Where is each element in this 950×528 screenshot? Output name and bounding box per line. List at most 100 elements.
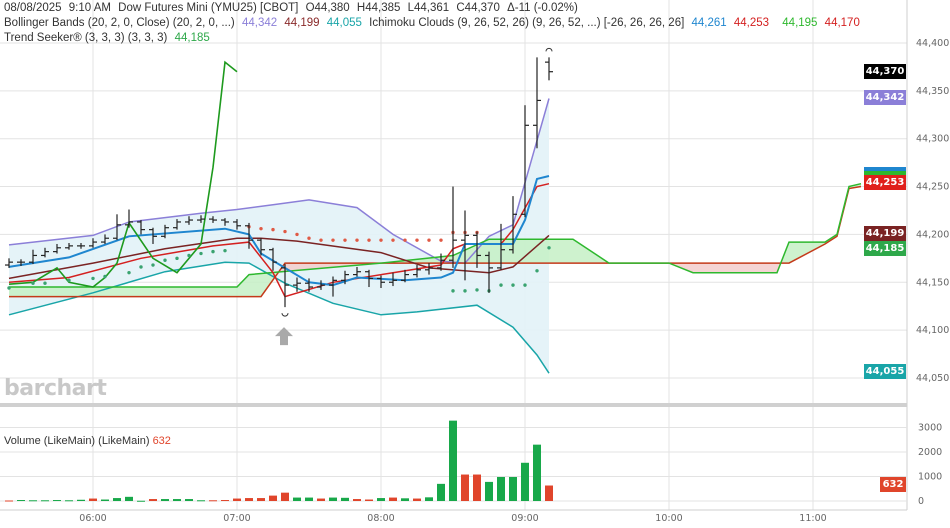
ichimoku-cloud-segment [501, 239, 507, 264]
volume-bar[interactable] [65, 500, 73, 502]
volume-bar[interactable] [545, 485, 553, 501]
ichimoku-cloud-segment [99, 287, 105, 297]
volume-bar[interactable] [269, 495, 277, 501]
ichimoku-cloud-segment [141, 287, 147, 297]
volume-bar[interactable] [5, 500, 13, 502]
trend-seeker-dot-down [391, 238, 395, 242]
bollinger-label[interactable]: Bollinger Bands (20, 2, 0, Close) (20, 2… [4, 17, 235, 29]
volume-bar[interactable] [125, 496, 133, 501]
price-tag-conversion-strip [864, 167, 906, 171]
trend-seeker-dot-up [499, 283, 503, 287]
volume-bar[interactable] [221, 500, 229, 502]
volume-bar[interactable] [29, 500, 37, 502]
ichimoku-cloud-segment [33, 287, 39, 297]
bollinger-upper-line [8, 98, 550, 264]
price-tag-last: 44,370 [864, 64, 906, 79]
time-axis-label: 06:00 [79, 513, 106, 524]
ichimoku-cloud-segment [711, 263, 717, 273]
volume-bar[interactable] [197, 500, 205, 502]
volume-bar[interactable] [329, 497, 337, 501]
volume-bar[interactable] [401, 498, 409, 501]
volume-bar[interactable] [497, 476, 505, 501]
trend-seeker-label[interactable]: Trend Seeker® (3, 3, 3) (3, 3, 3) [4, 32, 168, 44]
volume-bar[interactable] [173, 499, 181, 501]
ichimoku-cloud-segment [159, 287, 165, 297]
volume-bar[interactable] [257, 498, 265, 501]
ichimoku-cloud-segment [171, 287, 177, 297]
volume-bar[interactable] [533, 444, 541, 501]
volume-bar[interactable] [113, 498, 121, 501]
time-axis-label: 11:00 [799, 513, 826, 524]
ichimoku-cloud-segment [561, 239, 567, 264]
legend-change: Δ-11 (-0.02%) [507, 2, 578, 14]
volume-bar[interactable] [449, 420, 457, 501]
ichimoku-span-a-value: 44,195 [782, 17, 818, 29]
trend-seeker-dot-up [451, 289, 455, 293]
legend-open: O44,380 [305, 2, 350, 14]
ichimoku-cloud-segment [27, 287, 33, 297]
trend-seeker-dot-up [7, 286, 11, 290]
ichimoku-cloud-segment [291, 263, 297, 271]
time-axis-label: 09:00 [511, 513, 538, 524]
ichimoku-cloud-segment [297, 263, 303, 271]
ichimoku-cloud-segment [507, 239, 513, 264]
price-axis-label: 44,050 [916, 373, 949, 384]
ichimoku-cloud-segment [771, 263, 777, 273]
ichimoku-cloud-segment [135, 287, 141, 297]
volume-label[interactable]: Volume (LikeMain) (LikeMain) [4, 435, 150, 447]
legend-symbol[interactable]: Dow Futures Mini (YMU25) [CBOT] [118, 2, 299, 14]
volume-bar[interactable] [485, 481, 493, 501]
volume-bar[interactable] [233, 498, 241, 501]
ichimoku-label[interactable]: Ichimoku Clouds (9, 26, 52, 26) (9, 26, … [369, 17, 685, 29]
volume-bar[interactable] [365, 499, 373, 501]
trend-seeker-dot-up [151, 263, 155, 267]
volume-bar[interactable] [89, 498, 97, 501]
volume-bar[interactable] [53, 500, 61, 502]
volume-bar[interactable] [185, 499, 193, 501]
volume-bar[interactable] [377, 498, 385, 501]
volume-bar[interactable] [245, 498, 253, 501]
trend-seeker-dot-up [199, 251, 203, 256]
pane-divider[interactable] [0, 403, 907, 407]
volume-bar[interactable] [137, 500, 145, 502]
volume-bar[interactable] [473, 474, 481, 501]
trend-seeker-dot-down [403, 238, 407, 242]
volume-bar[interactable] [101, 499, 109, 501]
trend-seeker-dot-up [187, 253, 191, 258]
volume-bar[interactable] [521, 462, 529, 501]
volume-bar[interactable] [353, 499, 361, 501]
volume-bar[interactable] [437, 483, 445, 501]
volume-bar[interactable] [509, 476, 517, 501]
price-axis-label: 44,350 [916, 86, 949, 97]
price-tag-trend-seeker: 44,185 [864, 241, 906, 256]
volume-bar[interactable] [281, 492, 289, 501]
volume-bar[interactable] [41, 500, 49, 502]
volume-axis-label: 2000 [918, 447, 942, 458]
ichimoku-cloud-segment [255, 273, 261, 297]
volume-bar[interactable] [17, 500, 25, 502]
volume-bar[interactable] [341, 497, 349, 501]
ichimoku-cloud-segment [585, 247, 591, 264]
volume-bar[interactable] [461, 474, 469, 501]
volume-bar[interactable] [413, 498, 421, 501]
volume-bar[interactable] [77, 499, 85, 501]
trend-seeker-dot-down [259, 226, 263, 231]
ichimoku-cloud-segment [705, 263, 711, 273]
ichimoku-cloud-segment [177, 287, 183, 297]
ichimoku-cloud-segment [225, 287, 231, 297]
trend-seeker-dot-down [331, 238, 335, 242]
ichimoku-cloud-segment [321, 263, 327, 269]
volume-bar[interactable] [389, 497, 397, 501]
volume-bar[interactable] [209, 500, 217, 502]
volume-bar[interactable] [317, 498, 325, 501]
volume-bar[interactable] [425, 497, 433, 501]
volume-bar[interactable] [293, 497, 301, 501]
trend-seeker-value: 44,185 [174, 32, 210, 44]
volume-bar[interactable] [149, 499, 157, 501]
ichimoku-cloud-segment [15, 287, 21, 297]
trend-seeker-dot-up [463, 289, 467, 293]
trend-seeker-dot-down [427, 238, 431, 242]
volume-bar[interactable] [305, 497, 313, 501]
volume-bar[interactable] [161, 499, 169, 501]
